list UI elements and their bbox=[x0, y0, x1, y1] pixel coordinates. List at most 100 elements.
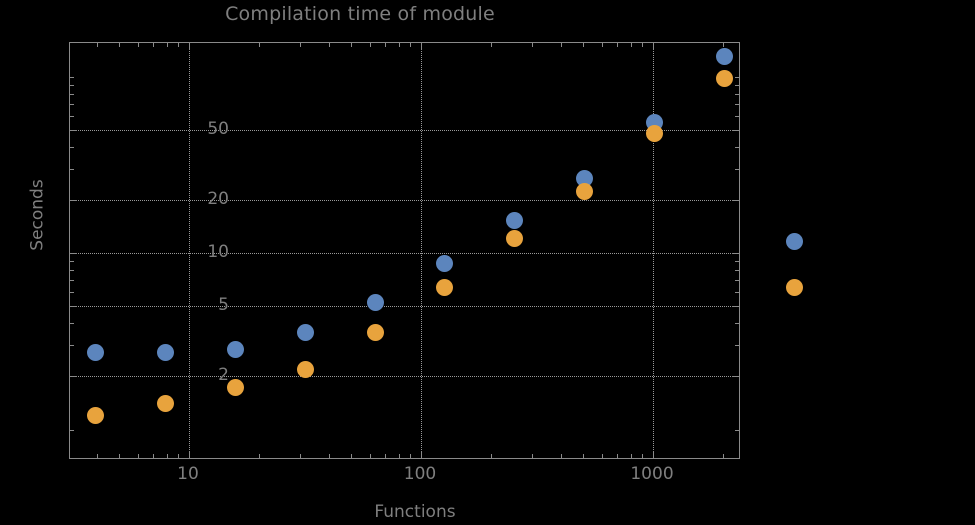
axis-tick bbox=[70, 199, 77, 201]
axis-tick bbox=[630, 454, 632, 458]
axis-tick bbox=[421, 43, 422, 50]
axis-tick bbox=[189, 451, 190, 458]
plot-frame bbox=[69, 42, 740, 459]
data-point bbox=[785, 232, 803, 250]
axis-tick bbox=[258, 43, 260, 47]
axis-tick bbox=[653, 451, 654, 458]
axis-tick bbox=[258, 454, 260, 458]
axis-tick bbox=[735, 76, 739, 78]
axis-tick bbox=[735, 280, 739, 282]
y-axis-label: Seconds bbox=[27, 179, 48, 251]
axis-tick bbox=[178, 454, 180, 458]
gridline-horizontal bbox=[70, 376, 739, 378]
y-tick-label: 5 bbox=[218, 295, 229, 316]
gridline-vertical bbox=[189, 43, 190, 458]
axis-tick bbox=[328, 454, 330, 458]
axis-tick bbox=[70, 345, 74, 347]
axis-tick bbox=[531, 454, 533, 458]
axis-tick bbox=[735, 429, 739, 431]
x-tick-label: 1000 bbox=[630, 464, 674, 484]
axis-tick bbox=[617, 43, 619, 47]
axis-tick bbox=[70, 76, 74, 78]
axis-tick bbox=[735, 103, 739, 105]
axis-tick bbox=[70, 103, 74, 105]
axis-tick bbox=[735, 323, 739, 325]
axis-tick bbox=[70, 129, 77, 131]
axis-tick bbox=[70, 146, 74, 148]
axis-tick bbox=[153, 43, 155, 47]
axis-tick bbox=[735, 93, 739, 95]
axis-tick bbox=[166, 43, 168, 47]
axis-tick bbox=[583, 43, 585, 47]
axis-tick bbox=[70, 292, 74, 294]
axis-tick bbox=[735, 270, 739, 272]
axis-tick bbox=[601, 454, 603, 458]
axis-tick bbox=[653, 43, 654, 50]
axis-tick bbox=[398, 454, 400, 458]
axis-tick bbox=[630, 43, 632, 47]
axis-tick bbox=[70, 84, 74, 86]
axis-tick bbox=[410, 43, 412, 47]
axis-tick bbox=[560, 454, 562, 458]
gridline-horizontal bbox=[70, 306, 739, 308]
gridline-horizontal bbox=[70, 253, 739, 254]
axis-tick bbox=[137, 454, 139, 458]
gridline-vertical bbox=[421, 43, 422, 458]
axis-tick bbox=[189, 43, 190, 50]
axis-tick bbox=[299, 454, 301, 458]
x-tick-label: 100 bbox=[403, 464, 437, 484]
gridline-horizontal bbox=[70, 129, 739, 131]
x-tick-label: 10 bbox=[177, 464, 199, 484]
axis-tick bbox=[119, 454, 121, 458]
axis-tick bbox=[398, 43, 400, 47]
axis-tick bbox=[70, 253, 77, 254]
y-tick-label: 2 bbox=[218, 365, 229, 386]
axis-tick bbox=[153, 454, 155, 458]
axis-tick bbox=[735, 146, 739, 148]
axis-tick bbox=[560, 43, 562, 47]
axis-tick bbox=[490, 43, 492, 47]
axis-tick bbox=[490, 454, 492, 458]
axis-tick bbox=[385, 43, 387, 47]
axis-tick bbox=[735, 84, 739, 86]
data-point bbox=[785, 278, 803, 296]
chart-title: Compilation time of module bbox=[225, 3, 495, 25]
axis-tick bbox=[722, 454, 724, 458]
gridline-horizontal bbox=[70, 199, 739, 201]
axis-tick bbox=[642, 43, 644, 47]
axis-tick bbox=[299, 43, 301, 47]
axis-tick bbox=[137, 43, 139, 47]
axis-tick bbox=[385, 454, 387, 458]
axis-tick bbox=[735, 168, 739, 170]
axis-tick bbox=[735, 261, 739, 263]
axis-tick bbox=[732, 199, 739, 201]
axis-tick bbox=[70, 323, 74, 325]
axis-tick bbox=[70, 168, 74, 170]
axis-tick bbox=[328, 43, 330, 47]
axis-tick bbox=[410, 454, 412, 458]
axis-tick bbox=[178, 43, 180, 47]
gridline-vertical bbox=[653, 43, 654, 458]
axis-tick bbox=[732, 253, 739, 254]
axis-tick bbox=[96, 43, 98, 47]
axis-tick bbox=[583, 454, 585, 458]
axis-tick bbox=[119, 43, 121, 47]
axis-tick bbox=[369, 454, 371, 458]
axis-tick bbox=[735, 345, 739, 347]
axis-tick bbox=[70, 376, 77, 378]
x-axis-label: Functions bbox=[374, 502, 456, 522]
axis-tick bbox=[421, 451, 422, 458]
axis-tick bbox=[70, 280, 74, 282]
axis-tick bbox=[732, 306, 739, 308]
axis-tick bbox=[735, 292, 739, 294]
y-tick-label: 50 bbox=[207, 118, 229, 139]
axis-tick bbox=[722, 43, 724, 47]
axis-tick bbox=[166, 454, 168, 458]
axis-tick bbox=[70, 261, 74, 263]
axis-tick bbox=[735, 115, 739, 117]
axis-tick bbox=[96, 454, 98, 458]
axis-tick bbox=[351, 43, 353, 47]
axis-tick bbox=[369, 43, 371, 47]
axis-tick bbox=[70, 429, 74, 431]
